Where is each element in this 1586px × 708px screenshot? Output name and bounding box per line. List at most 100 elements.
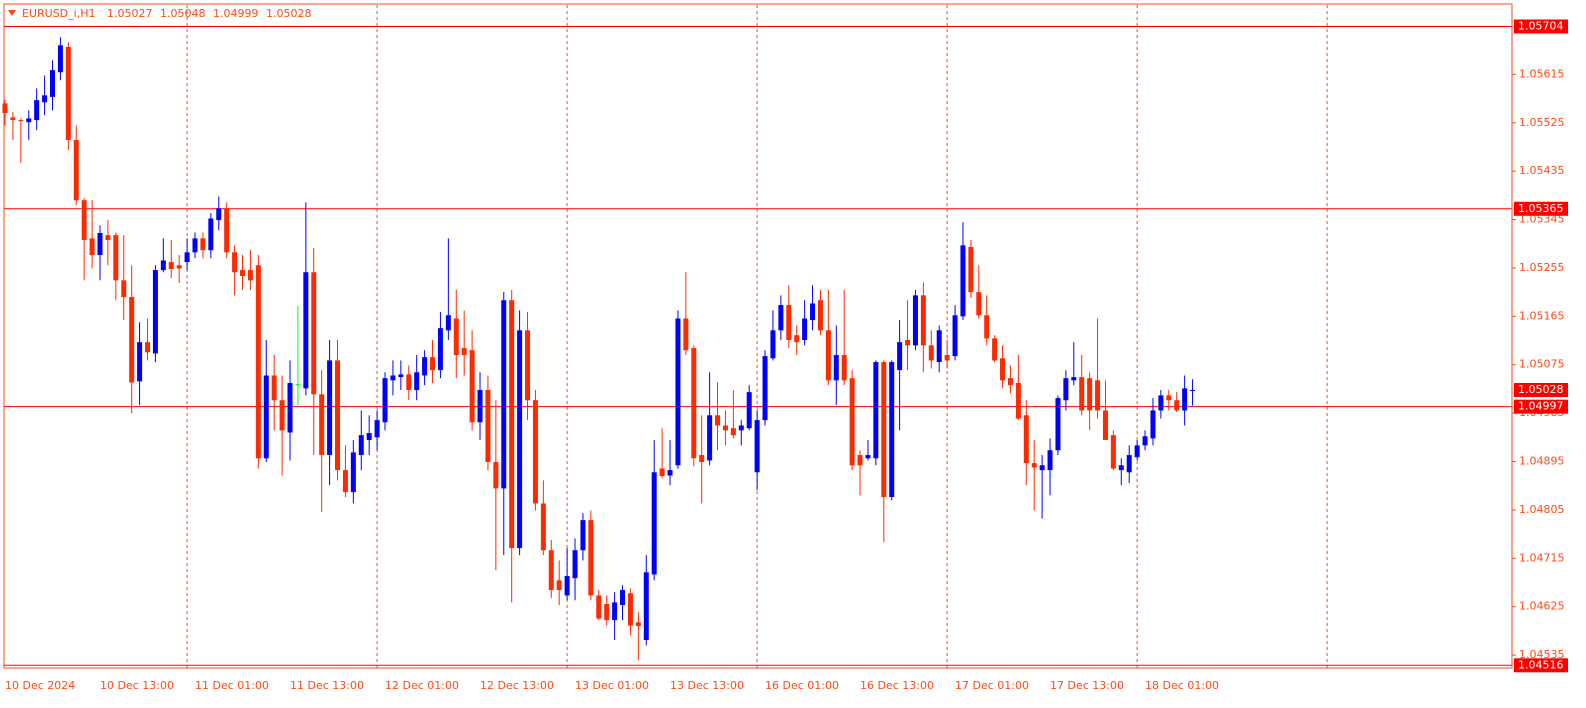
- candle-body: [422, 357, 428, 376]
- candle-body: [26, 118, 32, 123]
- level-box: [1514, 201, 1568, 216]
- candle-body: [715, 415, 721, 426]
- candle-body: [232, 252, 238, 273]
- candle-body: [770, 330, 776, 359]
- candle-body: [1190, 390, 1196, 392]
- candle-body: [651, 472, 657, 575]
- candle-body: [184, 252, 190, 263]
- candle-body: [778, 305, 784, 331]
- candle-body: [707, 415, 713, 461]
- candle-body: [1087, 378, 1093, 411]
- candle-body: [596, 595, 602, 619]
- candle-body: [1126, 455, 1132, 473]
- candle-body: [540, 503, 546, 551]
- candle-body: [445, 315, 451, 331]
- y-tick-label: 1.05525: [1519, 116, 1565, 129]
- candle-body: [944, 355, 950, 361]
- candle-body: [89, 238, 95, 256]
- level-label: 1.05704: [1518, 20, 1564, 33]
- candle-body: [469, 350, 475, 423]
- candle-body: [849, 378, 855, 466]
- candle-body: [810, 303, 816, 321]
- candle-body: [335, 360, 341, 471]
- candle-body: [105, 235, 111, 240]
- level-box: [1514, 399, 1568, 414]
- y-tick-label: 1.04895: [1519, 455, 1565, 468]
- candle-body: [42, 95, 48, 103]
- candle-body: [430, 357, 436, 371]
- candle-body: [1182, 388, 1188, 411]
- y-tick-label: 1.05615: [1519, 67, 1565, 80]
- y-tick-label: 1.05075: [1519, 358, 1565, 371]
- x-tick-label: 11 Dec 01:00: [195, 679, 269, 692]
- x-tick-label: 18 Dec 01:00: [1145, 679, 1219, 692]
- candle-body: [1134, 445, 1140, 458]
- candle-body: [984, 315, 990, 339]
- candle-body: [208, 218, 214, 251]
- header-low: 1.04999: [213, 7, 259, 20]
- candle-body: [176, 265, 182, 269]
- candle-body: [1031, 463, 1037, 468]
- candle-body: [691, 348, 697, 459]
- candle-body: [817, 300, 823, 331]
- candle-body: [683, 318, 689, 351]
- y-tick-label: 1.04625: [1519, 600, 1565, 613]
- candle-body: [279, 400, 285, 431]
- candle-body: [1047, 450, 1053, 471]
- candle-body: [406, 374, 412, 391]
- candle-body: [968, 246, 974, 293]
- candle-body: [564, 576, 570, 596]
- candle-body: [350, 452, 356, 493]
- candle-body: [833, 355, 839, 381]
- candle-body: [786, 305, 792, 340]
- candle-body: [485, 390, 491, 463]
- candle-body: [627, 593, 633, 626]
- candle-body: [612, 602, 618, 621]
- candle-body: [65, 46, 71, 140]
- candle-body: [1039, 465, 1045, 471]
- candle-body: [34, 100, 40, 121]
- candle-body: [1000, 358, 1006, 381]
- candle-body: [604, 604, 610, 621]
- candle-body: [501, 300, 507, 489]
- candle-body: [295, 384, 301, 386]
- candle-body: [224, 208, 230, 253]
- level-box: [1514, 19, 1568, 34]
- candle-body: [509, 300, 515, 549]
- candle-body: [453, 318, 459, 356]
- candle-body: [889, 362, 895, 498]
- candle-body: [897, 342, 903, 371]
- candle-body: [730, 428, 736, 436]
- candle-body: [113, 235, 119, 281]
- candle-body: [192, 238, 198, 253]
- y-tick-label: 1.05255: [1519, 261, 1565, 274]
- level-label: 1.05365: [1518, 202, 1564, 215]
- x-tick-label: 13 Dec 01:00: [575, 679, 649, 692]
- candle-body: [556, 580, 562, 591]
- candle-body: [1102, 410, 1108, 441]
- candle-body: [1023, 415, 1029, 464]
- x-tick-label: 12 Dec 01:00: [385, 679, 459, 692]
- candle-body: [960, 245, 966, 317]
- candle-body: [81, 200, 87, 240]
- candle-body: [2, 103, 8, 114]
- candle-body: [240, 270, 246, 277]
- candle-body: [327, 360, 333, 456]
- candle-body: [588, 520, 594, 596]
- candle-body: [73, 139, 79, 201]
- candle-body: [873, 362, 879, 459]
- header: EURUSD_i,H1 1.05027 1.05048 1.04999 1.05…: [22, 7, 311, 20]
- candle-body: [50, 70, 56, 97]
- candle-body: [794, 335, 800, 343]
- candle-body: [643, 572, 649, 641]
- candle-body: [255, 265, 261, 459]
- x-tick-label: 10 Dec 2024: [5, 679, 75, 692]
- candle-body: [160, 260, 166, 271]
- current-price-label: 1.05028: [1518, 383, 1564, 396]
- candle-body: [390, 375, 396, 381]
- candle-body: [976, 292, 982, 316]
- candle-body: [841, 355, 847, 381]
- y-tick-label: 1.04805: [1519, 503, 1565, 516]
- candle-body: [928, 345, 934, 361]
